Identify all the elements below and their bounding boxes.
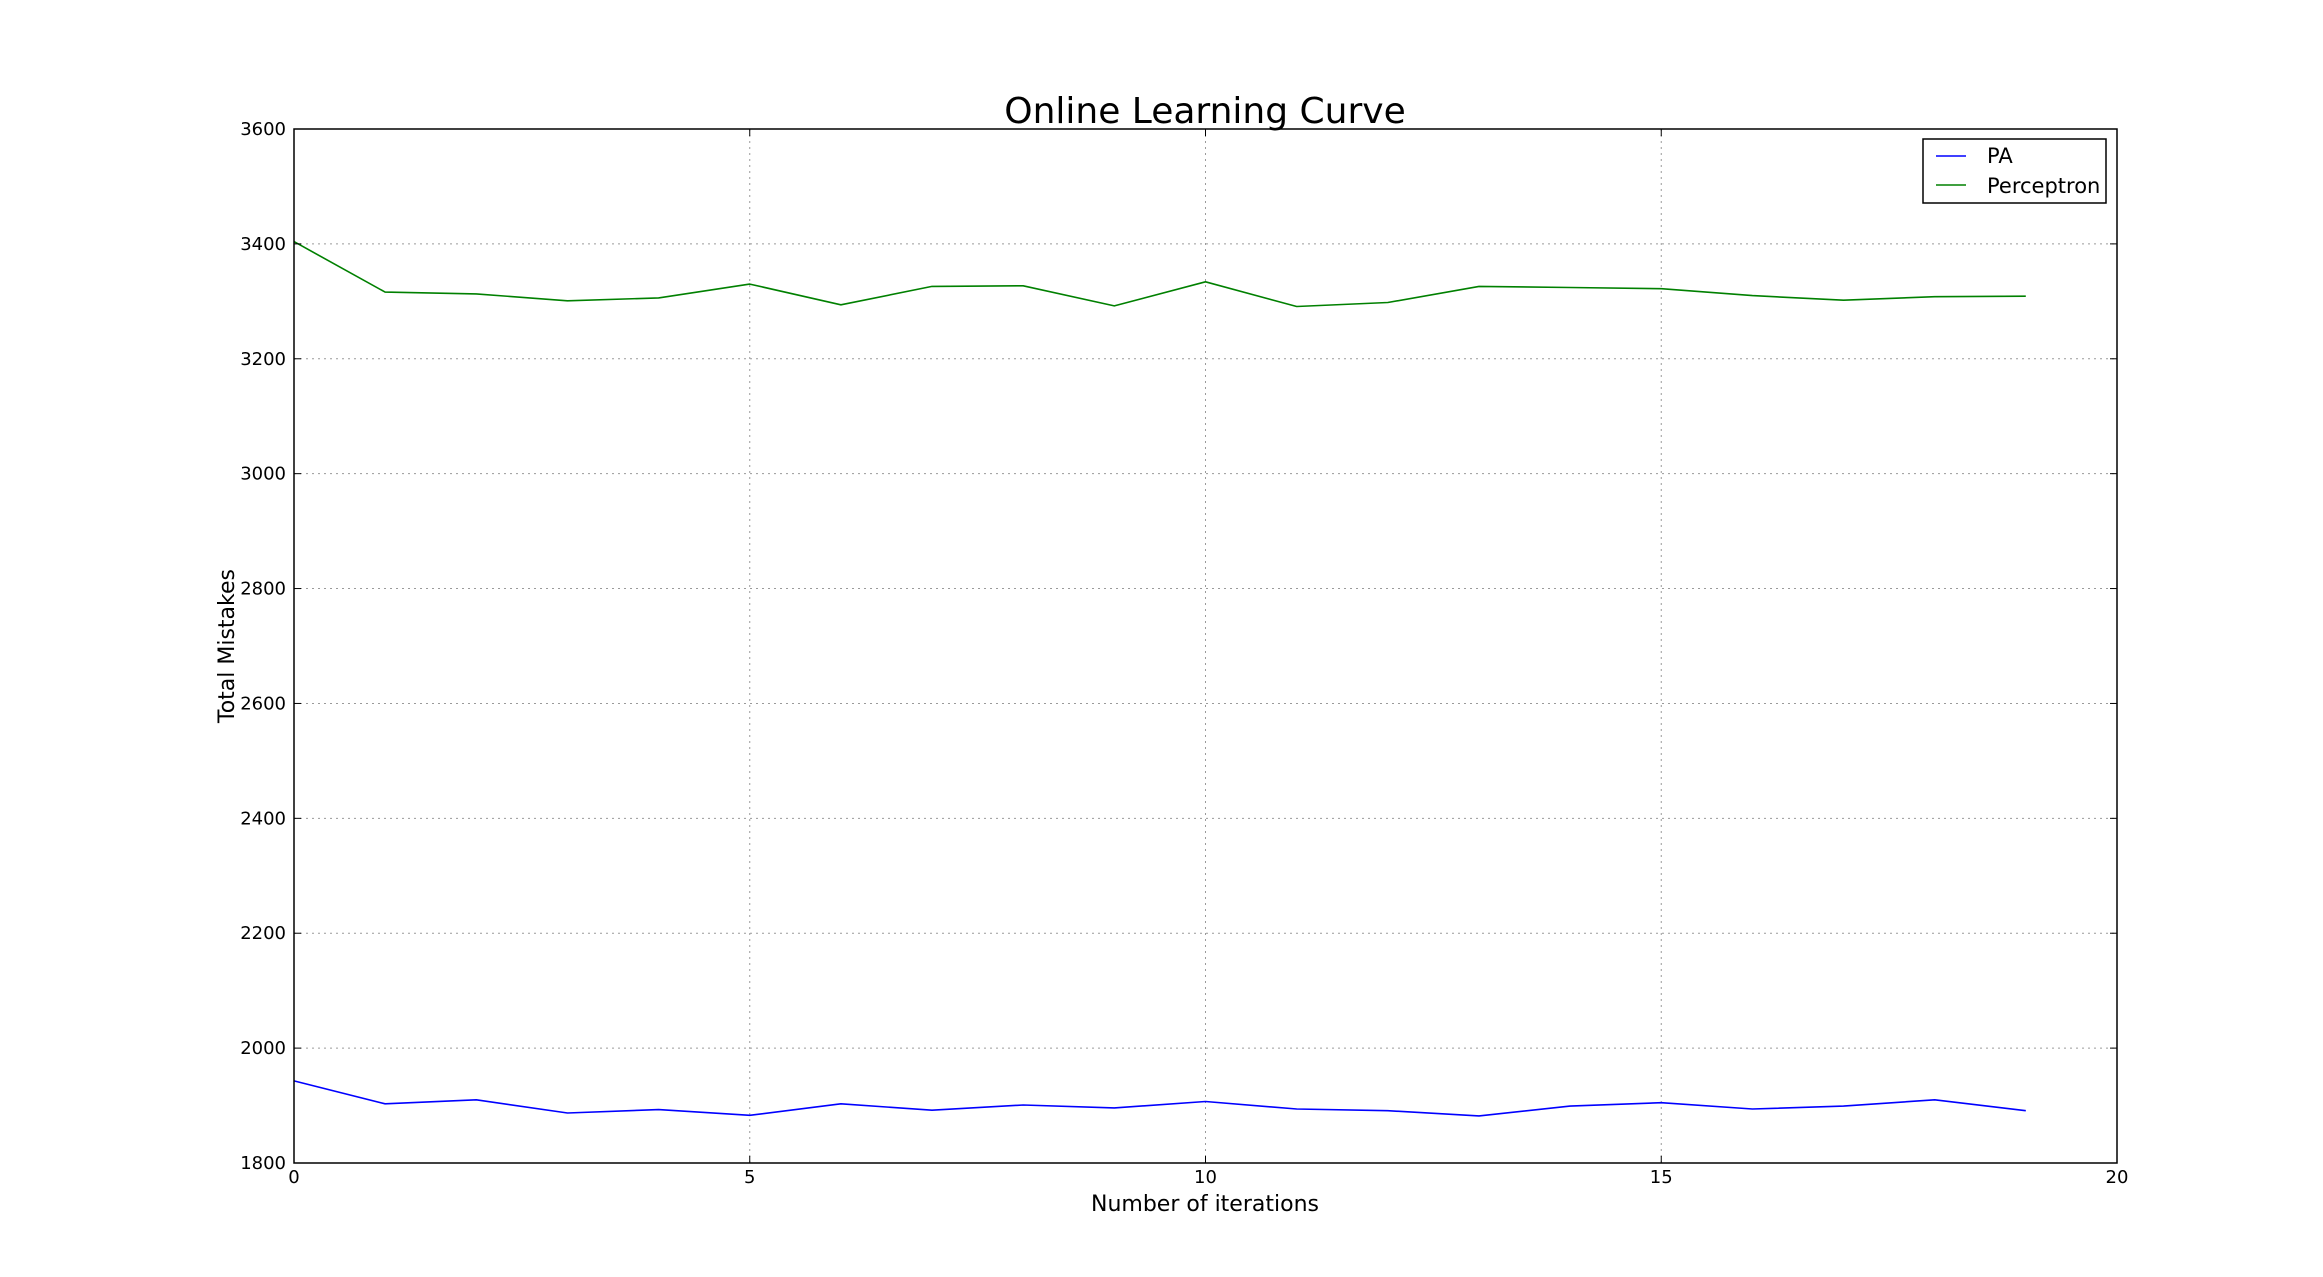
- y-tick-label: 2200: [240, 923, 286, 944]
- grid: [294, 129, 2117, 1163]
- y-tick-label: 2800: [240, 579, 286, 600]
- series-line-perceptron: [293, 240, 2026, 308]
- x-tick-label: 0: [288, 1167, 299, 1188]
- x-axis-tick-labels: 0 5 10 15 20: [288, 1167, 2128, 1188]
- x-tick-label: 15: [1650, 1167, 1673, 1188]
- x-axis-label: Number of iterations: [1091, 1192, 1319, 1217]
- series-lines: [293, 240, 2026, 1117]
- legend-label-perceptron: Perceptron: [1987, 174, 2100, 198]
- y-tick-label: 2400: [240, 808, 286, 829]
- y-tick-label: 1800: [240, 1153, 286, 1174]
- x-tick-label: 10: [1194, 1167, 1217, 1188]
- legend-label-pa: PA: [1987, 144, 2013, 168]
- axis-ticks: [293, 128, 2118, 1164]
- y-axis-tick-labels: 1800 2000 2200 2400 2600 2800 3000 3200 3400 3600: [240, 119, 286, 1174]
- y-tick-label: 3200: [240, 349, 286, 370]
- y-tick-label: 2000: [240, 1038, 286, 1059]
- y-tick-label: 3600: [240, 119, 286, 140]
- x-tick-label: 5: [744, 1167, 755, 1188]
- series-line-pa: [293, 1080, 2026, 1117]
- legend: PA Perceptron: [1922, 138, 2107, 204]
- y-tick-label: 3400: [240, 234, 286, 255]
- chart-title: Online Learning Curve: [1004, 91, 1406, 132]
- x-tick-label: 20: [2106, 1167, 2129, 1188]
- y-tick-label: 3000: [240, 464, 286, 485]
- y-tick-label: 2600: [240, 693, 286, 714]
- legend-box: [1922, 138, 2107, 204]
- y-axis-label: Total Mistakes: [215, 569, 240, 724]
